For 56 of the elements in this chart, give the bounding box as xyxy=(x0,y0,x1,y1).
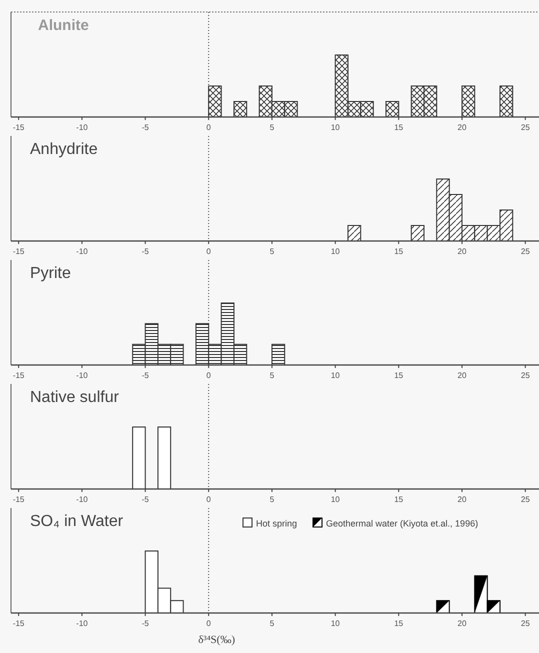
x-tick-label: -5 xyxy=(142,371,150,380)
x-tick-label: 25 xyxy=(520,495,530,504)
chart-title: Anhydrite xyxy=(30,141,98,158)
chart-title: Pyrite xyxy=(30,265,71,282)
x-tick-label: -5 xyxy=(142,495,150,504)
x-tick-label: 0 xyxy=(206,371,212,380)
x-tick-label: 25 xyxy=(520,247,530,256)
x-tick-label: 10 xyxy=(330,371,340,380)
x-tick-label: 25 xyxy=(520,371,530,380)
chart-title: Alunite xyxy=(38,17,89,34)
x-tick-label: 15 xyxy=(394,123,404,132)
x-tick-label: 10 xyxy=(330,123,340,132)
x-tick-label: 5 xyxy=(270,371,275,380)
chart-title: SO₄ in Water xyxy=(30,513,124,530)
x-tick-label: 5 xyxy=(270,247,275,256)
chart-title: Native sulfur xyxy=(30,389,120,406)
x-tick-label: -15 xyxy=(12,247,25,256)
x-tick-label: 20 xyxy=(458,247,467,256)
x-tick-label: 5 xyxy=(270,619,275,628)
x-tick-label: 15 xyxy=(394,247,404,256)
bar xyxy=(436,600,450,614)
x-tick-label: -15 xyxy=(12,123,25,132)
x-tick-label: -10 xyxy=(76,123,88,132)
x-tick-label: 10 xyxy=(330,619,340,628)
bar xyxy=(347,225,362,242)
x-tick-label: 25 xyxy=(520,123,530,132)
x-tick-label: 0 xyxy=(206,619,212,628)
x-axis-title: δ³⁴S(‰) xyxy=(198,634,236,646)
x-tick-label: 5 xyxy=(270,123,275,132)
x-tick-label: 0 xyxy=(206,123,212,132)
x-tick-label: -10 xyxy=(76,371,88,380)
x-tick-label: 0 xyxy=(206,247,212,256)
x-tick-label: 0 xyxy=(206,495,212,504)
x-tick-label: -5 xyxy=(142,247,150,256)
x-tick-label: -15 xyxy=(12,371,25,380)
x-tick-label: -15 xyxy=(12,495,25,504)
x-tick-label: 15 xyxy=(394,495,404,504)
x-tick-label: -10 xyxy=(76,247,88,256)
x-tick-label: -10 xyxy=(76,619,88,628)
x-tick-label: 20 xyxy=(458,619,467,628)
x-tick-label: -15 xyxy=(12,619,25,628)
x-tick-label: -5 xyxy=(142,619,150,628)
x-tick-label: -10 xyxy=(76,495,88,504)
legend-label: Geothermal water (Kiyota et.al., 1996) xyxy=(326,518,478,528)
x-tick-label: 5 xyxy=(270,495,275,504)
x-tick-label: 10 xyxy=(330,247,340,256)
x-tick-label: 20 xyxy=(458,371,467,380)
x-tick-label: 20 xyxy=(458,123,467,132)
x-tick-label: 15 xyxy=(394,619,404,628)
x-tick-label: -5 xyxy=(142,123,150,132)
x-tick-label: 25 xyxy=(520,619,530,628)
bar xyxy=(410,225,424,242)
x-tick-label: 20 xyxy=(458,495,467,504)
legend-label: Hot spring xyxy=(256,518,298,528)
x-tick-label: 10 xyxy=(330,495,340,504)
x-tick-label: 15 xyxy=(394,371,404,380)
